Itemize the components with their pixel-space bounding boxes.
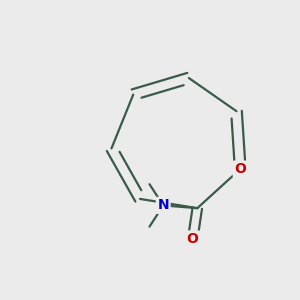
- Text: N: N: [158, 198, 169, 212]
- Text: O: O: [234, 162, 246, 176]
- Text: O: O: [187, 232, 199, 246]
